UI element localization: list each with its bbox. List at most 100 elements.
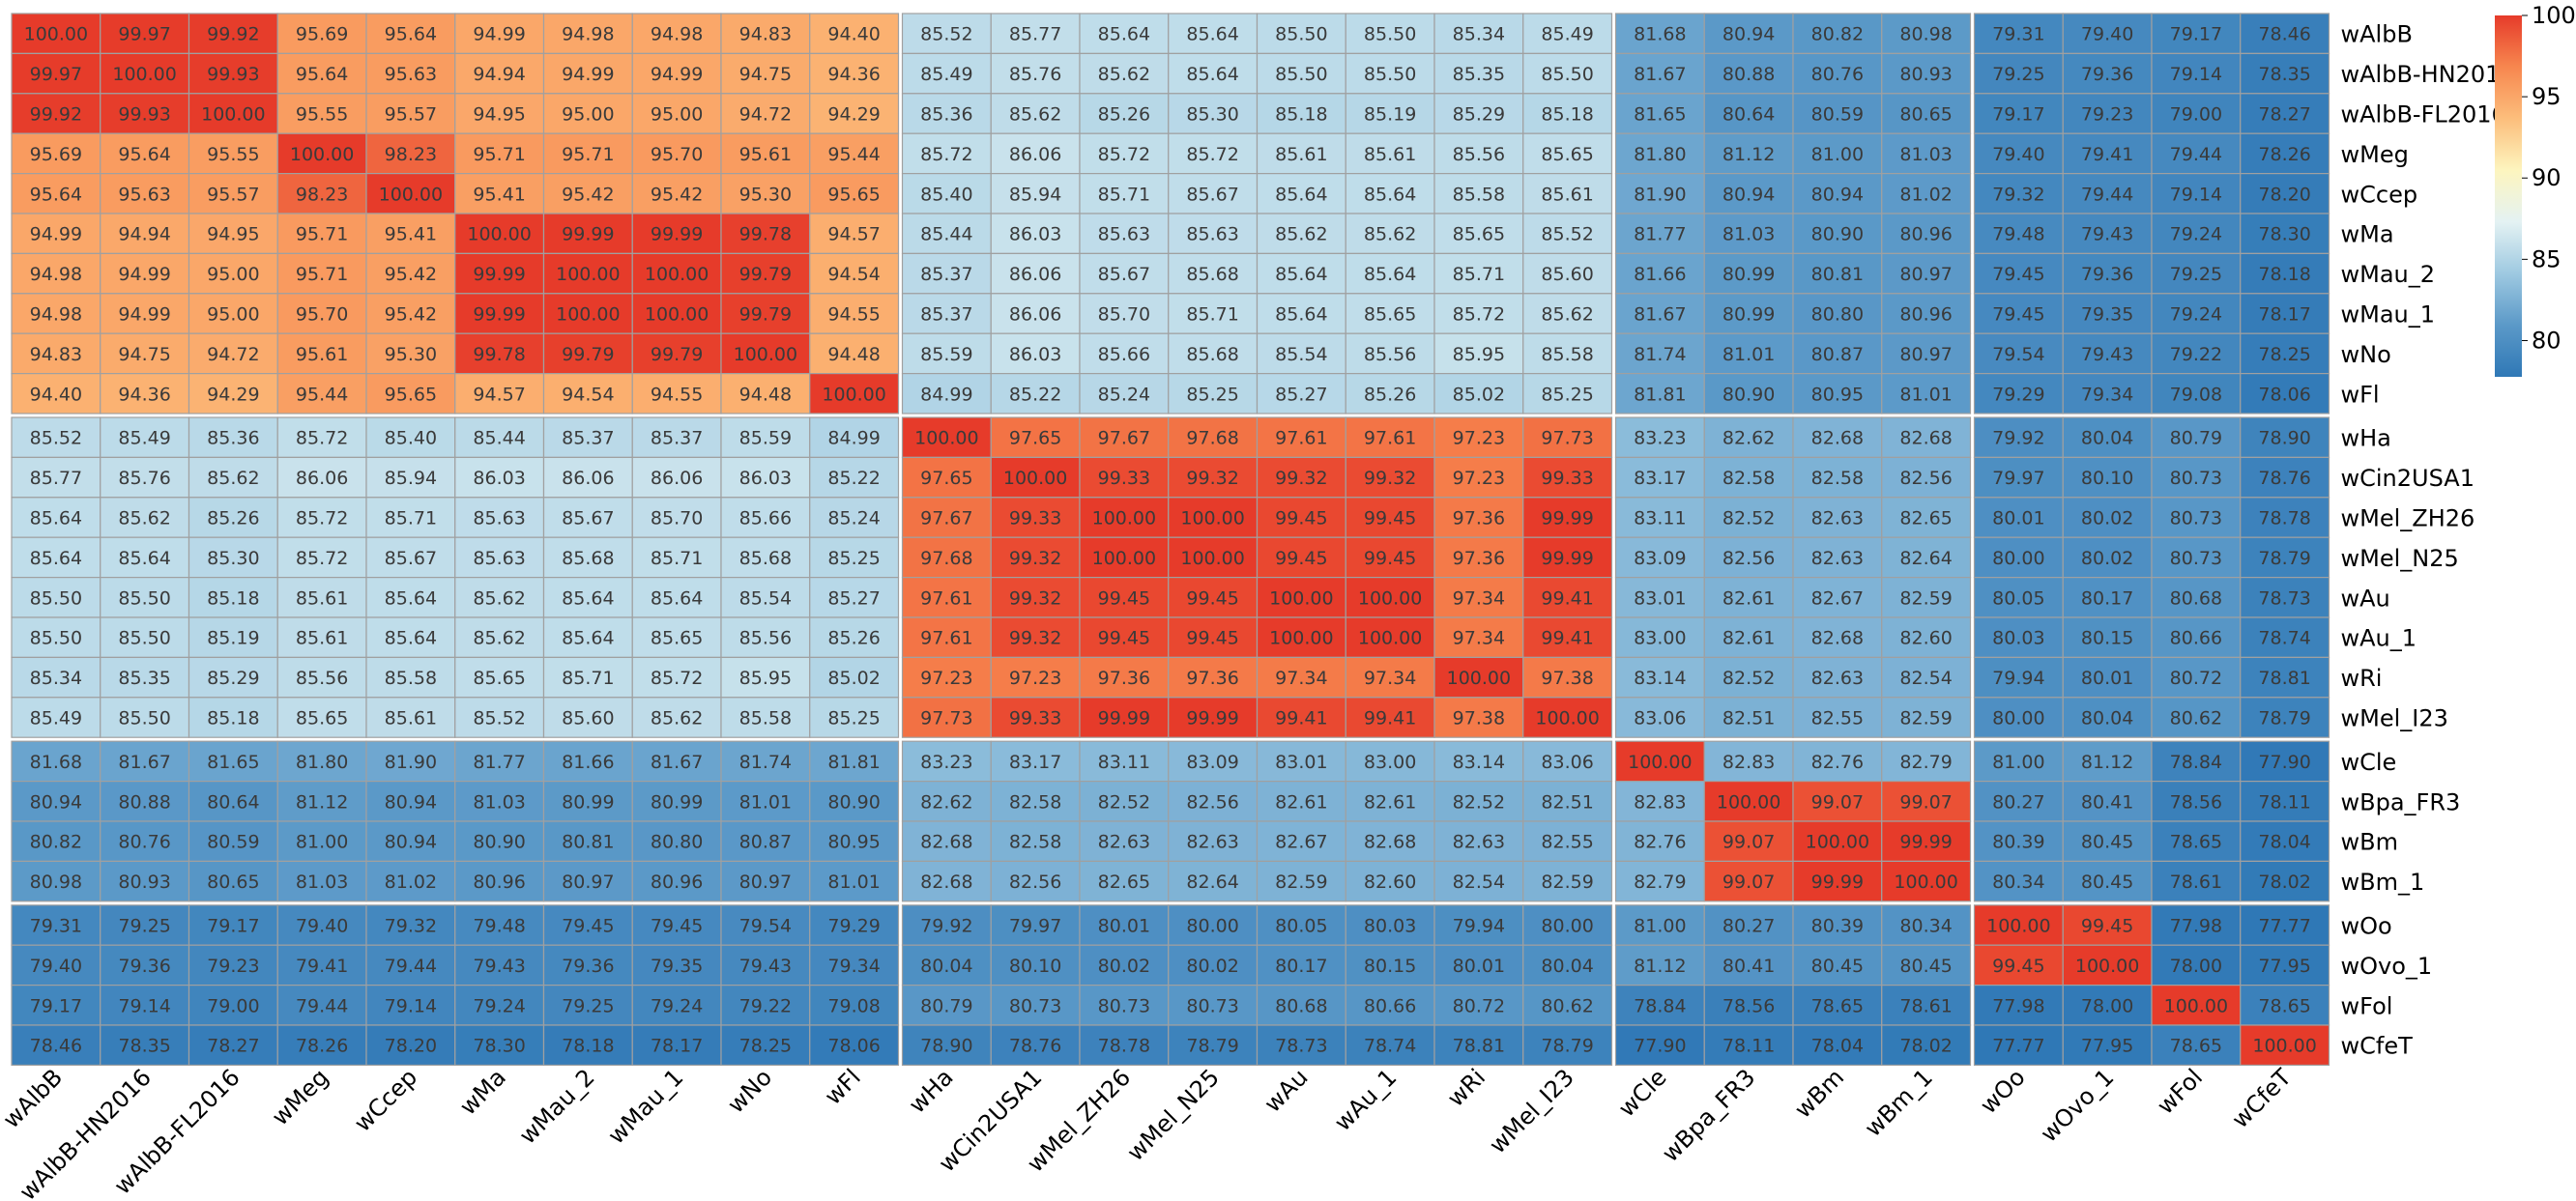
cell-value-label: 97.23 [920, 668, 972, 689]
cell-value-label: 80.96 [473, 872, 525, 893]
cell-value-label: 85.37 [920, 264, 972, 285]
heatmap-cell [901, 173, 992, 214]
heatmap-cell [1973, 497, 2064, 538]
heatmap-cell [809, 697, 900, 738]
heatmap-cell [720, 536, 811, 579]
heatmap-cell [1973, 860, 2064, 902]
cell-value-label: 99.33 [1098, 468, 1150, 489]
cell-value-label: 80.04 [2081, 708, 2133, 729]
cell-value-label: 79.45 [1992, 304, 2044, 326]
cell-value-label: 85.25 [1541, 384, 1593, 405]
cell-value-label: 85.64 [1186, 24, 1238, 45]
cell-value-label: 80.04 [920, 956, 972, 977]
heatmap-cell [990, 13, 1081, 55]
cell-value-label: 94.98 [30, 264, 82, 285]
heatmap-cell [11, 13, 101, 55]
cell-value-label: 85.63 [473, 548, 525, 569]
heatmap-cell [1345, 213, 1435, 255]
heatmap-cell [1345, 984, 1435, 1026]
cell-value-label: 83.01 [1275, 752, 1327, 773]
cell-value-label: 80.02 [1186, 956, 1238, 977]
heatmap-cell [100, 456, 190, 499]
cell-value-label: 80.97 [739, 872, 792, 893]
heatmap-cell [1256, 173, 1346, 214]
heatmap-cell [720, 656, 811, 699]
heatmap-cell [1345, 616, 1435, 659]
cell-value-label: 78.46 [2258, 24, 2310, 45]
heatmap-cell [1703, 740, 1794, 783]
heatmap-cell [1881, 213, 1972, 255]
cell-value-label: 81.02 [1899, 184, 1952, 205]
heatmap-cell [1433, 93, 1524, 134]
heatmap-cell [2240, 656, 2330, 699]
heatmap-cell [1168, 820, 1259, 863]
cell-value-label: 80.15 [1364, 956, 1416, 977]
cell-value-label: 85.34 [30, 668, 82, 689]
heatmap-cell [365, 860, 456, 902]
legend-ticks: 80 85 90 95 100 [2522, 2, 2576, 354]
cell-value-label: 85.62 [473, 587, 525, 609]
cell-value-label: 78.30 [2258, 224, 2310, 245]
cell-value-label: 97.65 [920, 468, 972, 489]
cell-value-label: 99.32 [1009, 628, 1061, 649]
cell-value-label: 85.65 [1364, 304, 1416, 326]
heatmap-cell [1703, 984, 1794, 1026]
heatmap-cell [1345, 536, 1435, 579]
cell-value-label: 100.00 [1180, 548, 1244, 569]
heatmap-cell [2062, 944, 2153, 987]
heatmap-cell [1522, 780, 1613, 822]
heatmap-cell [720, 740, 811, 783]
cell-value-label: 95.63 [118, 184, 170, 205]
heatmap-cell [1881, 1024, 1972, 1067]
cell-value-label: 83.17 [1009, 752, 1061, 773]
heatmap-cell [1614, 13, 1705, 55]
heatmap-cell [1345, 780, 1435, 822]
heatmap-cell [809, 373, 900, 415]
cell-value-label: 78.65 [1811, 995, 1864, 1016]
cell-value-label: 86.03 [1009, 224, 1061, 245]
cell-value-label: 95.64 [385, 24, 437, 45]
heatmap-cell [1522, 616, 1613, 659]
cell-value-label: 85.67 [385, 548, 437, 569]
heatmap-cell [720, 332, 811, 375]
heatmap-cell [2062, 293, 2153, 334]
cell-value-label: 80.04 [2081, 428, 2133, 449]
heatmap-cell [365, 780, 456, 822]
cell-value-label: 95.42 [385, 264, 437, 285]
column-label: wMel_N25 [1122, 1064, 1225, 1166]
cell-value-label: 79.25 [2170, 264, 2222, 285]
cell-value-label: 78.74 [2258, 628, 2310, 649]
cell-value-label: 82.52 [1722, 668, 1775, 689]
cell-value-label: 85.50 [1364, 64, 1416, 85]
cell-value-label: 100.00 [467, 224, 531, 245]
cell-value-label: 100.00 [2252, 1036, 2316, 1057]
heatmap-cell [1703, 332, 1794, 375]
cell-value-label: 95.71 [562, 144, 614, 165]
heatmap-cell [1168, 984, 1259, 1026]
cell-value-label: 97.38 [1541, 668, 1593, 689]
cell-value-label: 85.37 [562, 428, 614, 449]
cell-value-label: 82.63 [1186, 832, 1238, 853]
heatmap-cell [454, 293, 545, 334]
heatmap-cell [11, 93, 101, 134]
heatmap-cells: 100.00 99.97 99.92 95.69 95.64 94.99 94.98 94.9… [11, 13, 2330, 1067]
cell-value-label: 94.54 [562, 384, 614, 405]
row-label: wOo [2341, 913, 2392, 940]
row-label: wAlbB [2341, 21, 2413, 48]
cell-value-label: 80.59 [207, 832, 259, 853]
cell-value-label: 85.64 [562, 628, 614, 649]
heatmap-cell [542, 860, 633, 902]
heatmap-cell [1881, 904, 1972, 946]
cell-value-label: 80.04 [1541, 956, 1593, 977]
cell-value-label: 80.73 [1098, 995, 1150, 1016]
cell-value-label: 85.02 [827, 668, 880, 689]
cell-value-label: 85.49 [118, 428, 170, 449]
cell-value-label: 80.00 [1186, 916, 1238, 937]
cell-value-label: 99.33 [1009, 708, 1061, 729]
cell-value-label: 81.12 [296, 791, 348, 813]
cell-value-label: 85.72 [296, 548, 348, 569]
heatmap-cell [1256, 293, 1346, 334]
heatmap-cell [454, 173, 545, 214]
cell-value-label: 94.54 [827, 264, 880, 285]
heatmap-cell [1973, 656, 2064, 699]
